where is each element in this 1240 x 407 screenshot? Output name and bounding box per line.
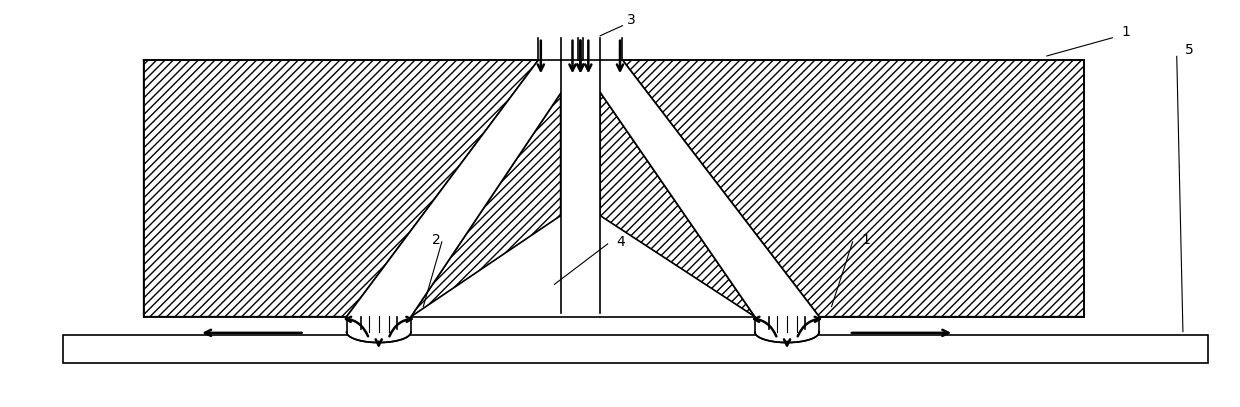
Text: 2: 2 — [432, 233, 440, 247]
Text: 3: 3 — [627, 13, 636, 26]
Polygon shape — [578, 60, 820, 317]
Text: 1: 1 — [1121, 25, 1130, 39]
Polygon shape — [560, 38, 600, 313]
Text: 5: 5 — [1185, 43, 1194, 57]
Text: 1: 1 — [862, 233, 870, 247]
Polygon shape — [63, 335, 1208, 363]
Text: 4: 4 — [616, 235, 625, 249]
Polygon shape — [346, 317, 410, 343]
Polygon shape — [755, 317, 820, 343]
Polygon shape — [346, 60, 583, 317]
